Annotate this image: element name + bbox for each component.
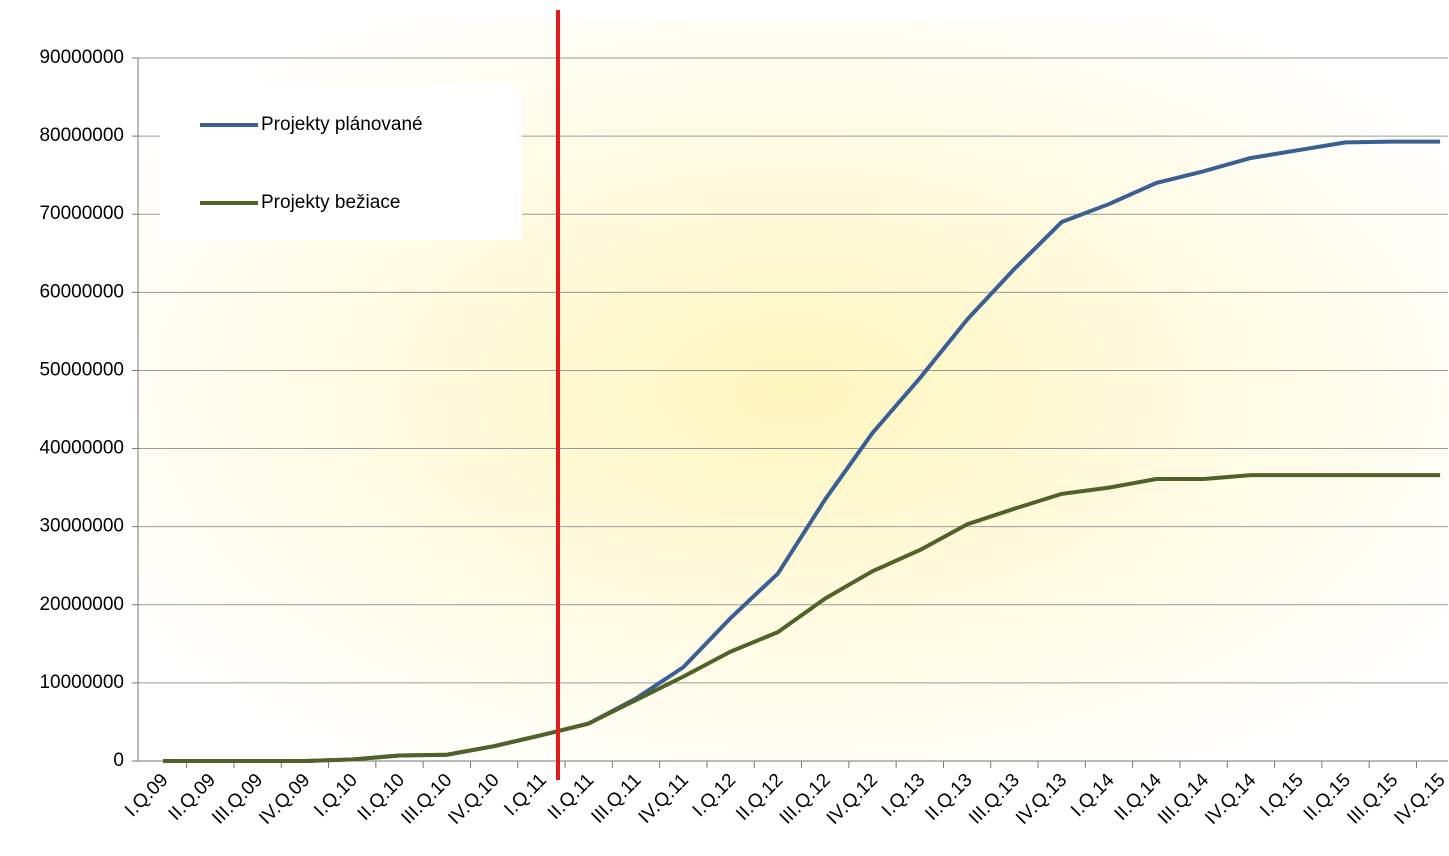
x-tick-label: III.Q.15 bbox=[1343, 770, 1402, 829]
x-tick-label: III.Q.13 bbox=[965, 770, 1024, 829]
x-tick-label: I.Q.12 bbox=[689, 770, 740, 821]
y-tick-label: 50000000 bbox=[39, 359, 124, 380]
x-tick-label: IV.Q.09 bbox=[255, 770, 314, 829]
y-tick-label: 80000000 bbox=[39, 125, 124, 146]
y-tick-label: 0 bbox=[113, 750, 124, 771]
y-tick-label: 70000000 bbox=[39, 203, 124, 224]
y-tick-label: 40000000 bbox=[39, 438, 124, 459]
x-tick-label: III.Q.11 bbox=[588, 770, 646, 828]
y-tick-label: 60000000 bbox=[39, 281, 124, 302]
legend-label: Projekty bežiace bbox=[261, 192, 400, 213]
x-tick-label: I.Q.11 bbox=[500, 770, 550, 820]
x-tick-label: I.Q.15 bbox=[1256, 770, 1307, 821]
y-tick-label: 20000000 bbox=[39, 594, 124, 615]
y-tick-label: 30000000 bbox=[39, 516, 124, 537]
x-tick-label: III.Q.10 bbox=[397, 770, 456, 829]
y-tick-label: 90000000 bbox=[39, 47, 124, 68]
x-tick-label: IV.Q.13 bbox=[1012, 770, 1071, 829]
x-tick-label: IV.Q.11 bbox=[635, 770, 693, 828]
x-tick-label: I.Q.14 bbox=[1067, 769, 1119, 821]
x-tick-label: I.Q.10 bbox=[310, 770, 361, 821]
x-tick-label: I.Q.13 bbox=[878, 770, 929, 821]
y-tick-label: 10000000 bbox=[39, 672, 124, 693]
series-line bbox=[163, 473, 1441, 763]
x-tick-label: III.Q.14 bbox=[1154, 769, 1213, 828]
x-tick-label: III.Q.12 bbox=[776, 770, 835, 829]
x-tick-label: IV.Q.15 bbox=[1390, 770, 1449, 829]
x-tick-label: IV.Q.14 bbox=[1201, 769, 1260, 828]
x-tick-label: IV.Q.12 bbox=[823, 770, 882, 829]
x-tick-label: III.Q.09 bbox=[208, 770, 267, 829]
x-tick-label: I.Q.09 bbox=[121, 770, 172, 821]
legend-label: Projekty plánované bbox=[261, 114, 423, 135]
legend-box bbox=[160, 85, 522, 240]
x-tick-label: IV.Q.10 bbox=[444, 770, 503, 829]
